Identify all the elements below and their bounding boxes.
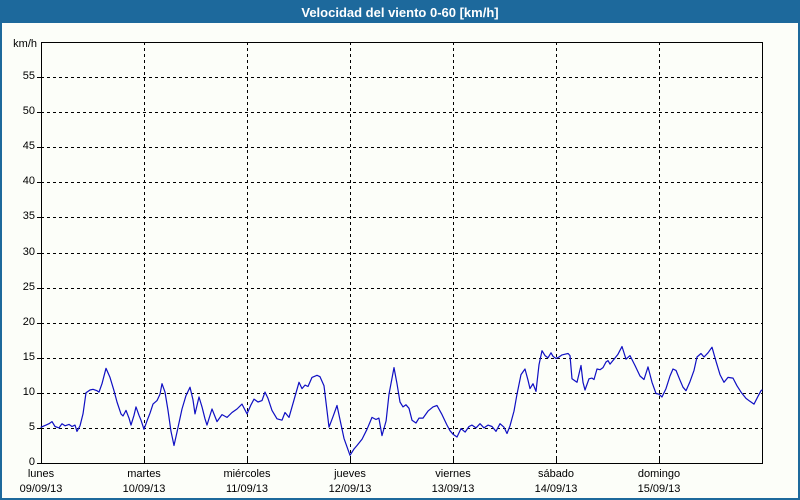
y-tick-label-20: 20 bbox=[2, 316, 35, 328]
y-tick-label-35: 35 bbox=[2, 210, 35, 222]
x-day-label-viernes: viernes13/09/13 bbox=[401, 467, 505, 497]
day-date: 14/09/13 bbox=[504, 482, 608, 497]
day-date: 11/09/13 bbox=[195, 482, 299, 497]
day-date: 15/09/13 bbox=[607, 482, 711, 497]
day-name: domingo bbox=[607, 467, 711, 482]
y-tick-label-40: 40 bbox=[2, 175, 35, 187]
x-day-label-miércoles: miércoles11/09/13 bbox=[195, 467, 299, 497]
wind-speed-chart-window: Velocidad del viento 0-60 [km/h] km/h 05… bbox=[0, 0, 800, 500]
y-tick-label-15: 15 bbox=[2, 351, 35, 363]
y-tick-label-30: 30 bbox=[2, 246, 35, 258]
y-axis-unit-label: km/h bbox=[2, 38, 37, 50]
y-tick-label-50: 50 bbox=[2, 105, 35, 117]
day-name: miércoles bbox=[195, 467, 299, 482]
x-day-label-domingo: domingo15/09/13 bbox=[607, 467, 711, 497]
day-name: jueves bbox=[298, 467, 402, 482]
day-date: 12/09/13 bbox=[298, 482, 402, 497]
day-name: lunes bbox=[0, 467, 93, 482]
day-name: sábado bbox=[504, 467, 608, 482]
day-date: 10/09/13 bbox=[92, 482, 196, 497]
wind-speed-plot bbox=[2, 2, 800, 500]
x-day-label-martes: martes10/09/13 bbox=[92, 467, 196, 497]
day-date: 09/09/13 bbox=[0, 482, 93, 497]
x-day-label-sábado: sábado14/09/13 bbox=[504, 467, 608, 497]
x-day-label-lunes: lunes09/09/13 bbox=[0, 467, 93, 497]
day-name: martes bbox=[92, 467, 196, 482]
y-tick-label-25: 25 bbox=[2, 281, 35, 293]
y-tick-label-45: 45 bbox=[2, 140, 35, 152]
wind-speed-line bbox=[41, 347, 762, 456]
x-day-label-jueves: jueves12/09/13 bbox=[298, 467, 402, 497]
day-name: viernes bbox=[401, 467, 505, 482]
y-tick-label-5: 5 bbox=[2, 421, 35, 433]
y-tick-label-55: 55 bbox=[2, 70, 35, 82]
y-tick-label-10: 10 bbox=[2, 386, 35, 398]
day-date: 13/09/13 bbox=[401, 482, 505, 497]
